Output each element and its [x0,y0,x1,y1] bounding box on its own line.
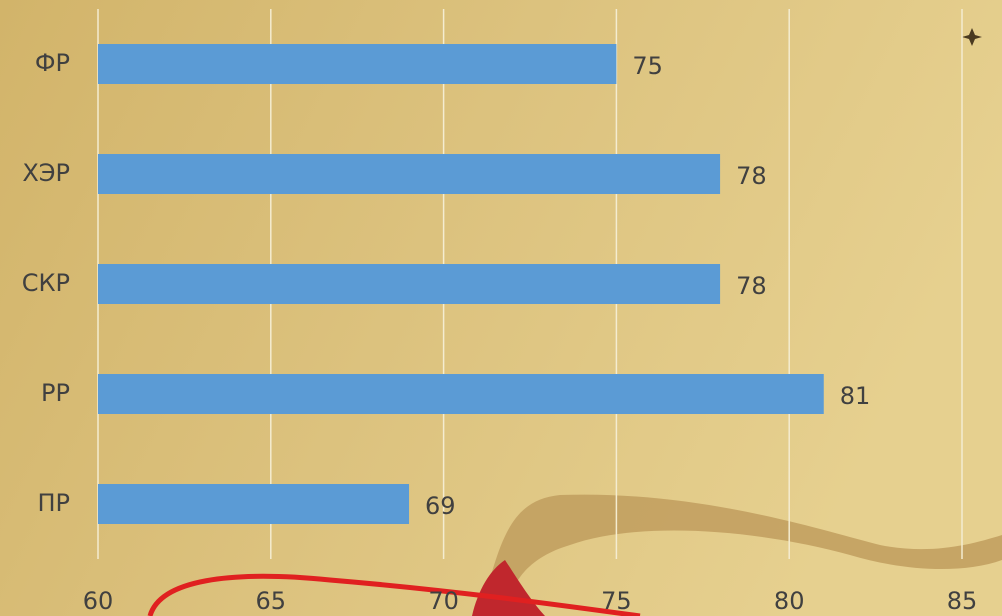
data-label: 81 [840,382,871,410]
y-tick-label: ПР [37,489,70,517]
bar [98,44,617,84]
x-tick-label: 65 [256,587,287,615]
data-label: 75 [632,52,663,80]
decor-star [962,28,982,46]
x-tick-label: 70 [428,587,459,615]
y-tick-label: СКР [22,269,70,297]
bar [98,374,824,414]
bar [98,154,721,194]
x-tick-label: 80 [774,587,805,615]
x-tick-label: 75 [601,587,632,615]
x-tick-label: 60 [83,587,114,615]
x-tick-label: 85 [947,587,978,615]
y-tick-label: ФР [35,49,70,77]
decor-red-stroke [147,573,641,616]
bar [98,264,721,304]
y-tick-label: РР [41,379,70,407]
data-label: 69 [425,492,456,520]
decor-swoosh [480,494,1002,616]
y-tick-label: ХЭР [22,159,70,187]
data-label: 78 [736,162,767,190]
data-label: 78 [736,272,767,300]
bar [98,484,410,524]
